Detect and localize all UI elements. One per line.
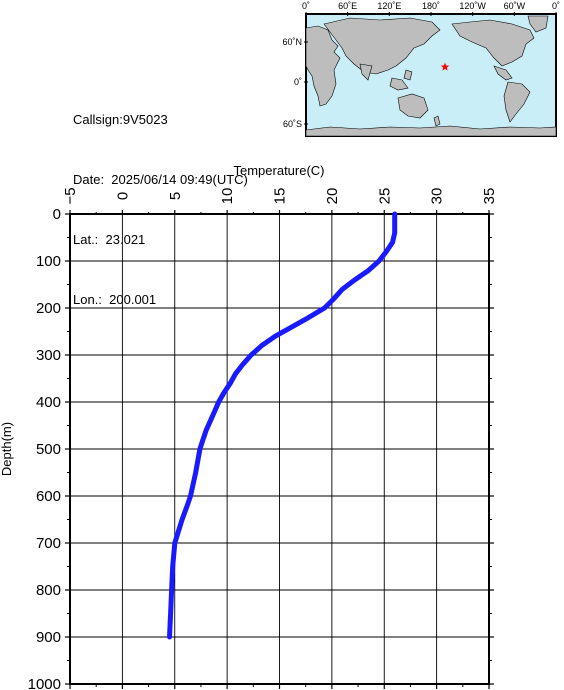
chart-grid — [70, 214, 489, 684]
longitude-text: Lon.: 200.001 — [73, 292, 157, 307]
latitude-text: Lat.: 23.021 — [73, 232, 146, 247]
location-star-icon — [440, 62, 450, 71]
y-tick-label: 700 — [36, 535, 61, 552]
map-lat-label: 60˚S — [283, 119, 302, 129]
location-map: 0˚ 60˚E 120˚E 180˚ 120˚W 60˚W 0˚ 60˚N 0˚ 60˚S — [282, 1, 560, 137]
map-lon-label: 0˚ — [552, 1, 560, 11]
x-tick-label: 10 — [219, 188, 236, 205]
map-lon-label: 0˚ — [302, 1, 310, 11]
x-tick-label: 5 — [167, 192, 184, 200]
x-tick-label: 0 — [114, 192, 131, 200]
y-tick-label: 400 — [36, 394, 61, 411]
tick-labels: −5 0 5 10 15 20 25 30 35010020030040050060070080… — [28, 187, 498, 690]
map-lon-label: 120˚E — [377, 1, 401, 11]
x-tick-label: 25 — [376, 188, 393, 205]
map-land — [305, 15, 557, 137]
x-tick-label: 35 — [481, 188, 498, 205]
profile-info: Callsign:9V5023 Date: 2025/06/14 09:49(U… — [73, 70, 248, 330]
date-text: Date: 2025/06/14 09:49(UTC) — [73, 172, 248, 187]
axis-ticks — [65, 210, 494, 689]
y-tick-label: 0 — [53, 206, 61, 223]
y-tick-label: 800 — [36, 582, 61, 599]
map-lon-label: 120˚W — [459, 1, 486, 11]
y-tick-label: 200 — [36, 300, 61, 317]
y-tick-label: 100 — [36, 253, 61, 270]
y-tick-label: 500 — [36, 441, 61, 458]
x-tick-label: −5 — [62, 187, 79, 204]
map-lat-label: 60˚N — [282, 37, 302, 47]
y-tick-label: 1000 — [28, 676, 61, 690]
temperature-profile-line — [167, 211, 398, 640]
x-axis-title: Temperature(C) — [233, 163, 324, 178]
map-lon-label: 60˚W — [504, 1, 526, 11]
y-tick-label: 300 — [36, 347, 61, 364]
map-lon-label: 180˚ — [422, 1, 440, 11]
y-tick-label: 900 — [36, 629, 61, 646]
x-tick-label: 30 — [429, 188, 446, 205]
callsign-text: Callsign:9V5023 — [73, 112, 168, 127]
x-tick-label: 15 — [272, 188, 289, 205]
x-tick-label: 20 — [324, 188, 341, 205]
y-axis-title: Depth(m) — [0, 422, 14, 476]
map-lon-label: 60˚E — [338, 1, 357, 11]
map-lat-label: 0˚ — [294, 77, 302, 87]
y-tick-label: 600 — [36, 488, 61, 505]
series-group — [167, 211, 398, 640]
